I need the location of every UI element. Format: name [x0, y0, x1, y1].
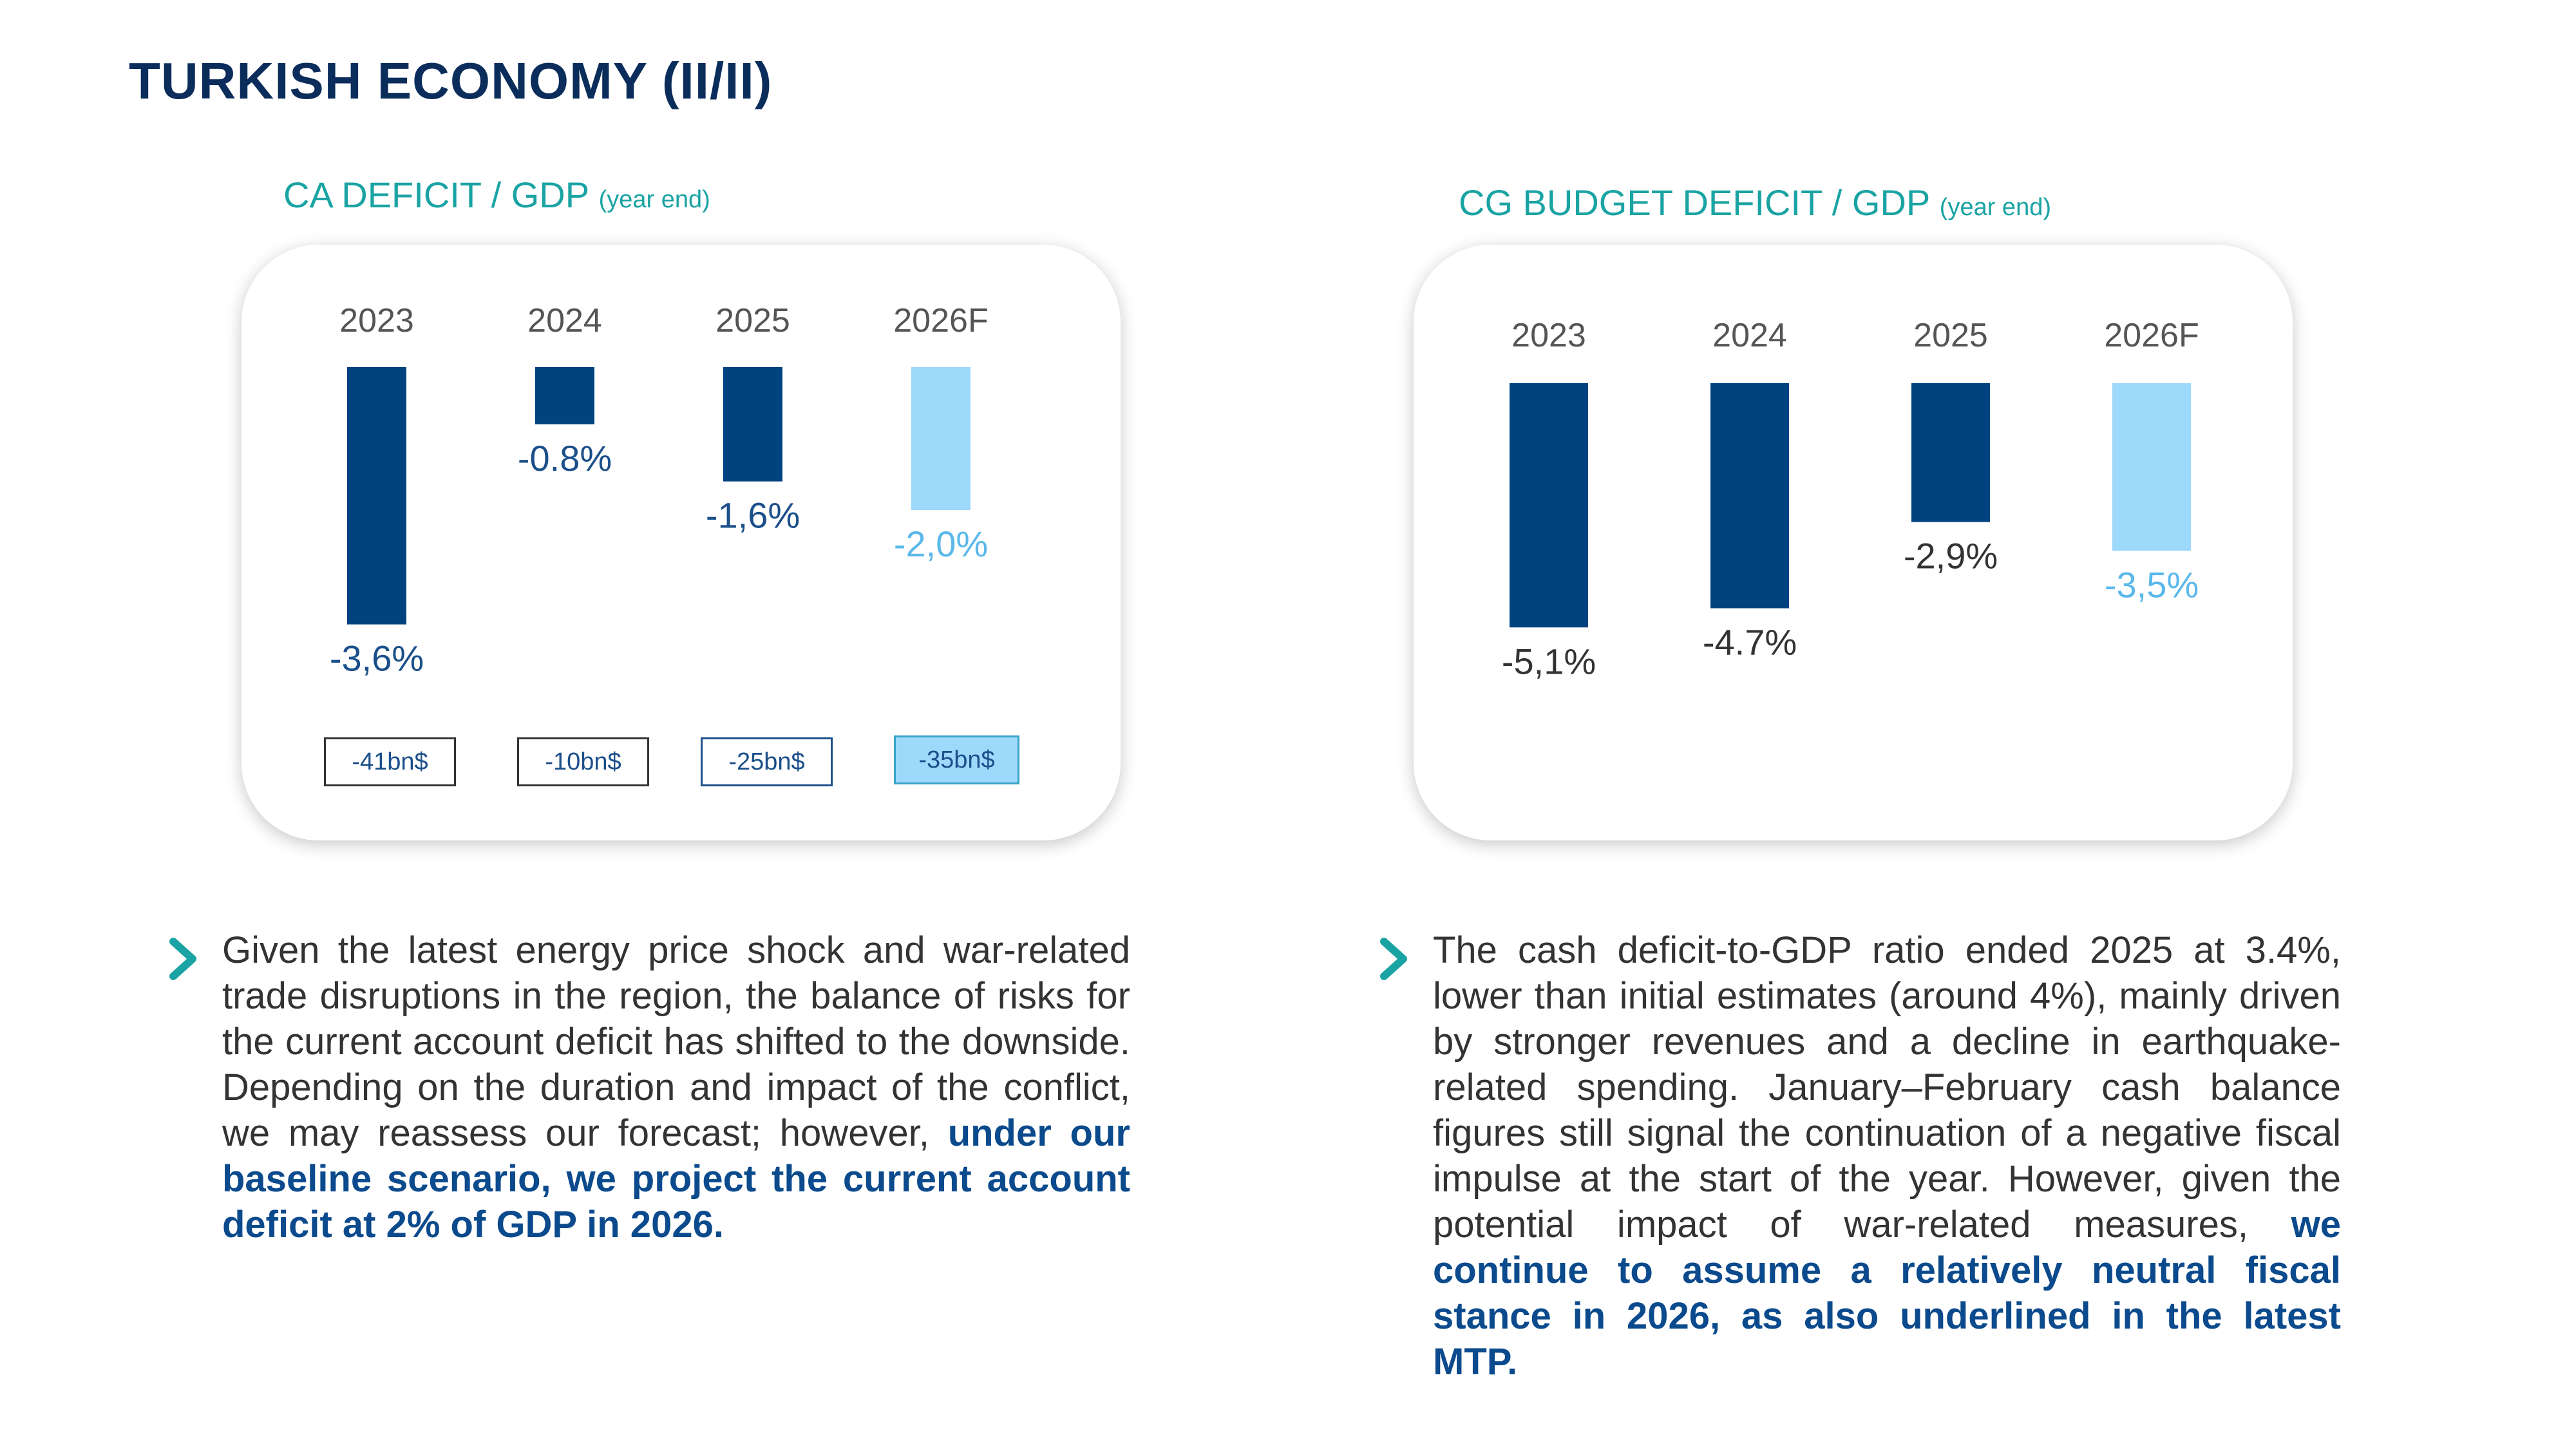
ca-year-label: 2026F: [893, 302, 988, 339]
ca-financing-box: -25bn$: [701, 737, 833, 786]
ca-year-label: 2025: [715, 302, 790, 339]
cg-year-label: 2025: [1913, 317, 1988, 354]
ca-commentary-normal: Given the latest energy price shock and …: [222, 929, 1130, 1154]
ca-commentary-highlight: under our baseline scenario, we project …: [222, 1112, 1130, 1245]
cg-commentary-text: The cash deficit-to-GDP ratio ended 2025…: [1433, 927, 2341, 1385]
cg-value-label: -5,1%: [1502, 641, 1596, 681]
ca-bar: [535, 367, 594, 424]
ca-value-label: -2,0%: [894, 524, 988, 564]
cg-year-label: 2026F: [2104, 317, 2199, 354]
cg-bar: [1710, 383, 1789, 609]
cg-chart-title-text: CG BUDGET DEFICIT / GDP: [1459, 182, 1930, 223]
ca-commentary-text: Given the latest energy price shock and …: [222, 927, 1130, 1247]
cg-bar: [1911, 383, 1990, 522]
cg-chart-subtitle: (year end): [1939, 194, 2051, 221]
cg-budget-deficit-chart: 2023 -5,1% 2024 -4.7% 2025 -2,9% 2026F -3,5%: [1502, 317, 2199, 681]
cg-year-label: 2024: [1712, 317, 1787, 354]
ca-commentary: Given the latest energy price shock and …: [164, 927, 1143, 1247]
ca-value-label: -3,6%: [330, 638, 424, 679]
ca-value-label: -1,6%: [706, 495, 800, 536]
ca-chart-title-text: CA DEFICIT / GDP: [283, 175, 589, 215]
cg-value-label: -3,5%: [2105, 564, 2199, 605]
ca-financing-box: -35bn$: [894, 735, 1019, 784]
chevron-right-icon: [1380, 938, 1407, 980]
cg-commentary: The cash deficit-to-GDP ratio ended 2025…: [1375, 927, 2354, 1385]
ca-bar: [723, 367, 782, 482]
cg-year-label: 2023: [1511, 317, 1586, 354]
ca-financing-box: -41bn$: [324, 737, 456, 786]
cg-bar: [2112, 383, 2191, 551]
ca-bar: [347, 367, 406, 625]
ca-chart-panel: 2023 -3,6% 2024 -0.8% 2025 -1,6% 2026F -2,0% -4…: [242, 245, 1121, 840]
cg-chart-title: CG BUDGET DEFICIT / GDP (year end): [1459, 182, 2051, 223]
cg-bar: [1510, 383, 1588, 628]
ca-financing-box: -10bn$: [517, 737, 649, 786]
cg-chart-panel: 2023 -5,1% 2024 -4.7% 2025 -2,9% 2026F -3,5%: [1414, 245, 2293, 840]
ca-bar: [911, 367, 971, 510]
ca-year-label: 2024: [527, 302, 602, 339]
cg-commentary-normal: The cash deficit-to-GDP ratio ended 2025…: [1433, 929, 2341, 1245]
cg-value-label: -2,9%: [1904, 536, 1998, 576]
ca-year-label: 2023: [339, 302, 414, 339]
ca-chart-subtitle: (year end): [598, 186, 710, 213]
cg-value-label: -4.7%: [1703, 622, 1797, 663]
cg-commentary-highlight: we continue to assume a relatively neutr…: [1433, 1204, 2341, 1383]
ca-chart-title: CA DEFICIT / GDP (year end): [283, 174, 710, 216]
ca-deficit-chart: 2023 -3,6% 2024 -0.8% 2025 -1,6% 2026F -2,0%: [330, 302, 989, 679]
ca-value-label: -0.8%: [518, 438, 612, 478]
page-title: TURKISH ECONOMY (II/II): [129, 52, 773, 109]
chevron-right-icon: [169, 938, 196, 980]
